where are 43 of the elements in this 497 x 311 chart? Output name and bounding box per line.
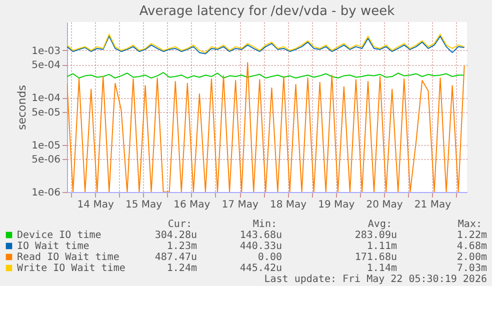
legend-label: IO Wait time [17, 241, 90, 252]
x-tick-label: 20 May [366, 200, 403, 210]
text: Cur: [168, 219, 192, 230]
legend-label: Read IO Wait time [17, 252, 120, 263]
text: 171.68u [354, 252, 397, 263]
text: 1.23m [166, 241, 197, 252]
y-tick-label: 1e-03 [32, 46, 60, 57]
y-tick-label: 1e-04 [32, 93, 60, 104]
x-tick-label: 18 May [270, 200, 307, 210]
text: 283.09u [354, 230, 397, 241]
x-tick-label: 14 May [77, 200, 114, 210]
x-tick-label: 21 May [414, 200, 452, 210]
text: 445.42u [240, 263, 282, 274]
text: 440.33u [240, 241, 282, 252]
text: Avg: [368, 219, 392, 230]
y-tick-label: 5e-05 [32, 107, 60, 118]
x-tick-label: 19 May [318, 200, 355, 210]
chart-title: Average latency for /dev/vda - by week [139, 4, 396, 19]
text: 1.14m [366, 263, 397, 274]
y-axis-title: seconds [16, 84, 29, 130]
y-tick-label: 5e-06 [32, 154, 60, 166]
text: Max: [458, 219, 482, 230]
y-tick-label: 1e-05 [32, 140, 60, 152]
text: Last update: Fri May 22 05:30:19 2026 [264, 274, 487, 285]
text: 4.68m [456, 241, 487, 252]
x-tick-label: 16 May [174, 200, 210, 210]
text: 1.11m [366, 241, 397, 252]
legend-label: Write IO Wait time [17, 263, 126, 274]
text: 143.68u [240, 230, 282, 241]
y-tick-label: 5e-04 [32, 60, 60, 72]
text: 2.00m [456, 252, 487, 263]
x-tick-label: 15 May [125, 200, 162, 210]
text: 1.24m [166, 263, 197, 274]
text: 7.03m [456, 263, 487, 274]
text: 304.28u [154, 230, 197, 241]
x-tick-label: 17 May [222, 200, 258, 210]
text: 1.22m [456, 230, 487, 241]
y-tick-label: 1e-06 [32, 188, 60, 198]
line-series [67, 62, 465, 192]
text: 487.47u [154, 252, 197, 263]
text: Min: [252, 219, 277, 230]
text: 0.00 [258, 252, 282, 263]
legend-label: Device IO time [17, 230, 102, 241]
